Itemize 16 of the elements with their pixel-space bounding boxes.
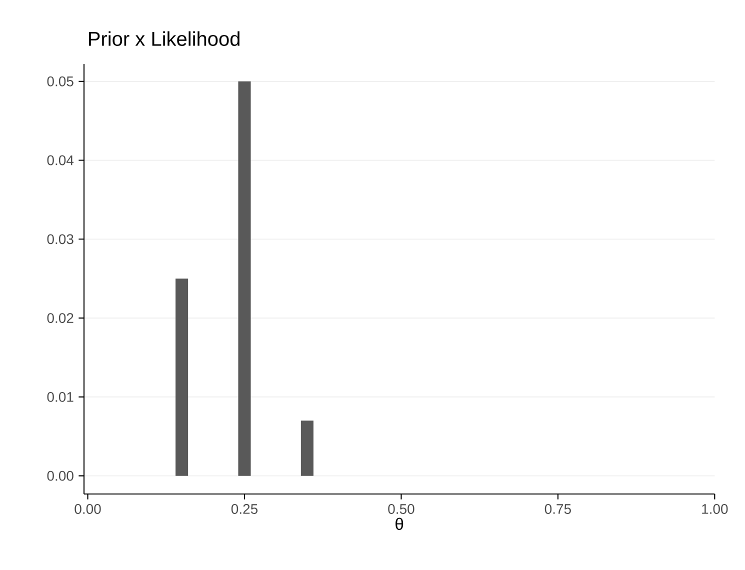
y-tick-label: 0.02 <box>47 313 74 324</box>
y-tick-label: 0.00 <box>47 470 74 481</box>
bar <box>176 278 188 476</box>
bar <box>300 420 314 476</box>
y-tick-label: 0.01 <box>47 392 74 402</box>
x-tick-label: 0.50 <box>388 504 414 514</box>
x-tick-label: 0.25 <box>231 504 258 514</box>
x-tick-label: 1.00 <box>702 504 728 514</box>
y-tick-label: 0.05 <box>47 76 74 86</box>
y-tick-label: 0.03 <box>47 234 74 244</box>
x-tick-label: 0.75 <box>544 504 571 514</box>
x-axis-title: θ <box>396 518 404 530</box>
y-tick-label: 0.04 <box>47 155 74 166</box>
chart-title: Prior x Likelihood <box>89 31 240 46</box>
x-tick-label: 0.00 <box>74 504 101 514</box>
bar <box>238 81 251 476</box>
